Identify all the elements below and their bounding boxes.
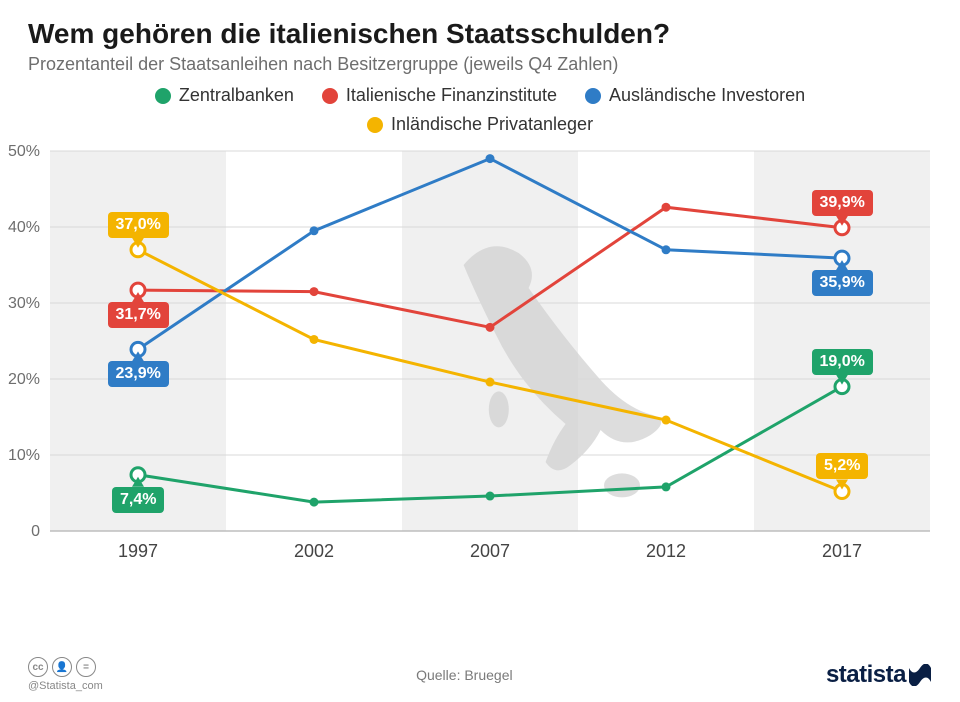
y-tick-label: 20% bbox=[8, 371, 40, 388]
y-tick-label: 40% bbox=[8, 219, 40, 236]
series-marker bbox=[486, 492, 495, 501]
cc-icon: cc bbox=[28, 657, 48, 677]
x-tick-label: 2007 bbox=[470, 541, 510, 561]
license-icons: cc 👤 = bbox=[28, 657, 103, 677]
y-tick-label: 30% bbox=[8, 295, 40, 312]
legend-label: Ausländische Investoren bbox=[609, 85, 805, 106]
brand-logo: statista bbox=[826, 661, 932, 689]
series-marker bbox=[662, 203, 671, 212]
x-tick-label: 2017 bbox=[822, 541, 862, 561]
legend-dot bbox=[585, 88, 601, 104]
series-marker bbox=[310, 226, 319, 235]
page-subtitle: Prozentanteil der Staatsanleihen nach Be… bbox=[28, 54, 960, 75]
source-value: Bruegel bbox=[464, 667, 512, 683]
legend-item-zentralbanken: Zentralbanken bbox=[155, 85, 294, 106]
value-label-zentralbanken: 7,4% bbox=[112, 487, 164, 513]
legend-dot bbox=[367, 117, 383, 133]
legend-item-auslaendische: Ausländische Investoren bbox=[585, 85, 805, 106]
value-label-finanzinstitute: 39,9% bbox=[812, 190, 873, 216]
series-marker bbox=[310, 287, 319, 296]
legend-label: Inländische Privatanleger bbox=[391, 114, 593, 135]
legend-item-finanzinstitute: Italienische Finanzinstitute bbox=[322, 85, 557, 106]
series-marker bbox=[486, 154, 495, 163]
legend-label: Zentralbanken bbox=[179, 85, 294, 106]
series-marker bbox=[486, 323, 495, 332]
page-title: Wem gehören die italienischen Staatsschu… bbox=[28, 18, 960, 50]
value-label-finanzinstitute: 31,7% bbox=[108, 302, 169, 328]
brand-wave-icon bbox=[908, 664, 932, 686]
x-tick-label: 1997 bbox=[118, 541, 158, 561]
legend-dot bbox=[322, 88, 338, 104]
legend-label: Italienische Finanzinstitute bbox=[346, 85, 557, 106]
y-tick-label: 10% bbox=[8, 447, 40, 464]
chart-area: 0 10% 20% 30% 40% 50% 1997 2002 2007 2012 2017 37,… bbox=[0, 141, 960, 621]
value-label-auslaendische: 23,9% bbox=[108, 361, 169, 387]
series-marker bbox=[310, 498, 319, 507]
legend-item-inlaendische: Inländische Privatanleger bbox=[367, 114, 593, 135]
footer-bar: cc 👤 = @Statista_com Quelle: Bruegel sta… bbox=[0, 657, 960, 692]
by-icon: 👤 bbox=[52, 657, 72, 677]
series-marker bbox=[662, 416, 671, 425]
cc-handle: @Statista_com bbox=[28, 680, 103, 692]
value-label-inlaendische: 5,2% bbox=[816, 453, 868, 479]
y-tick-label: 0 bbox=[31, 523, 40, 540]
series-marker bbox=[662, 245, 671, 254]
series-marker bbox=[662, 482, 671, 491]
brand-text: statista bbox=[826, 661, 906, 689]
y-tick-label: 50% bbox=[8, 143, 40, 160]
series-marker bbox=[486, 378, 495, 387]
value-label-zentralbanken: 19,0% bbox=[812, 349, 873, 375]
value-label-auslaendische: 35,9% bbox=[812, 270, 873, 296]
value-label-inlaendische: 37,0% bbox=[108, 212, 169, 238]
source-line: Quelle: Bruegel bbox=[416, 667, 513, 683]
nd-icon: = bbox=[76, 657, 96, 677]
chart-legend: Zentralbanken Italienische Finanzinstitut… bbox=[130, 85, 830, 135]
source-label: Quelle: bbox=[416, 667, 460, 683]
series-marker bbox=[310, 335, 319, 344]
legend-dot bbox=[155, 88, 171, 104]
x-tick-label: 2002 bbox=[294, 541, 334, 561]
x-tick-label: 2012 bbox=[646, 541, 686, 561]
